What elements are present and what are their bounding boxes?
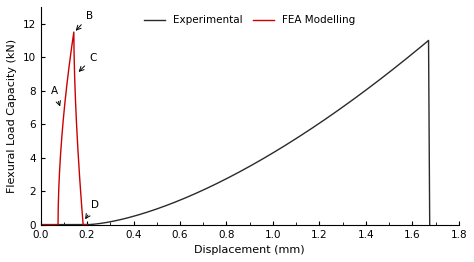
Text: D: D — [86, 200, 99, 219]
Y-axis label: Flexural Load Capacity (kN): Flexural Load Capacity (kN) — [7, 39, 17, 193]
Text: C: C — [79, 52, 97, 71]
Legend: Experimental, FEA Modelling: Experimental, FEA Modelling — [141, 12, 359, 28]
X-axis label: Displacement (mm): Displacement (mm) — [194, 245, 305, 255]
Text: A: A — [51, 86, 60, 105]
Text: B: B — [76, 11, 93, 30]
